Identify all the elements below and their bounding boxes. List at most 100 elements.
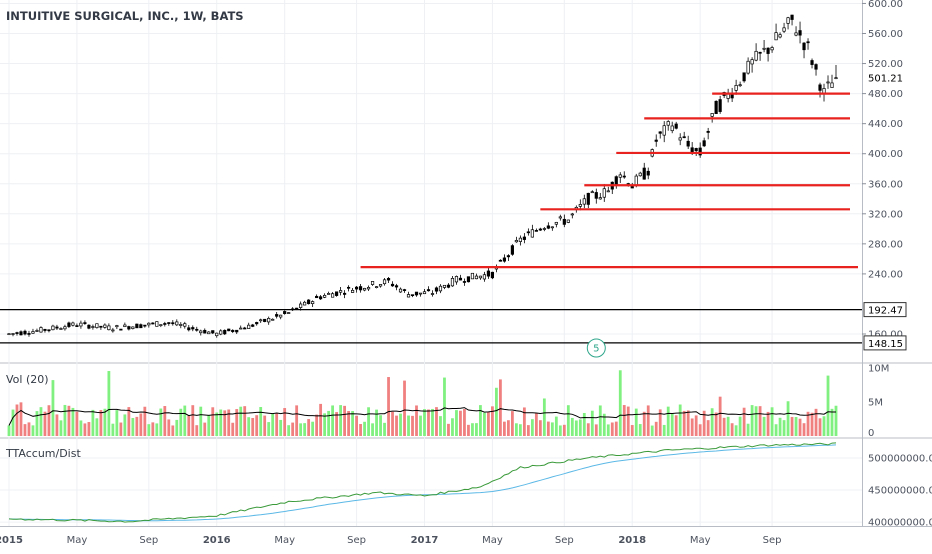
candle-body[interactable] xyxy=(686,140,690,147)
volume-bar[interactable] xyxy=(522,407,526,436)
candle-body[interactable] xyxy=(155,321,159,327)
volume-bar[interactable] xyxy=(806,411,810,436)
candle-body[interactable] xyxy=(119,328,123,331)
candle-body[interactable] xyxy=(123,324,127,328)
volume-bar[interactable] xyxy=(435,407,438,436)
volume-bar[interactable] xyxy=(427,409,430,436)
volume-bar[interactable] xyxy=(758,406,762,436)
volume-bar[interactable] xyxy=(75,411,79,436)
candle-body[interactable] xyxy=(814,64,818,70)
volume-bar[interactable] xyxy=(558,425,562,436)
candle-body[interactable] xyxy=(175,321,179,326)
volume-bar[interactable] xyxy=(674,415,678,436)
volume-bar[interactable] xyxy=(742,407,746,436)
candle-body[interactable] xyxy=(335,291,339,296)
volume-bar[interactable] xyxy=(95,418,99,436)
candle-body[interactable] xyxy=(658,131,662,134)
candle-body[interactable] xyxy=(75,325,79,327)
volume-bar[interactable] xyxy=(111,423,115,436)
volume-bar[interactable] xyxy=(71,407,75,436)
candle-body[interactable] xyxy=(311,301,315,305)
candle-body[interactable] xyxy=(11,333,15,335)
candle-body[interactable] xyxy=(323,294,327,298)
candle-body[interactable] xyxy=(267,318,271,323)
candle-body[interactable] xyxy=(331,293,335,298)
volume-bar[interactable] xyxy=(331,405,335,436)
volume-bar[interactable] xyxy=(706,420,710,436)
volume-bar[interactable] xyxy=(291,422,295,436)
volume-bar[interactable] xyxy=(395,415,398,436)
candle-body[interactable] xyxy=(386,278,391,281)
volume-bar[interactable] xyxy=(11,409,15,436)
candle-body[interactable] xyxy=(71,322,75,326)
candle-body[interactable] xyxy=(239,327,243,330)
candle-body[interactable] xyxy=(27,333,31,335)
candle-body[interactable] xyxy=(798,30,802,36)
candle-body[interactable] xyxy=(347,286,351,289)
volume-bar[interactable] xyxy=(247,417,251,436)
volume-bar[interactable] xyxy=(754,406,758,436)
volume-bar[interactable] xyxy=(319,403,323,436)
volume-bar[interactable] xyxy=(822,416,826,436)
candle-body[interactable] xyxy=(147,322,151,326)
candle-body[interactable] xyxy=(682,136,686,139)
candle-body[interactable] xyxy=(39,327,43,333)
volume-bar[interactable] xyxy=(79,420,83,436)
volume-bar[interactable] xyxy=(650,425,654,436)
volume-bar[interactable] xyxy=(107,371,111,436)
volume-bar[interactable] xyxy=(147,424,151,436)
candle-body[interactable] xyxy=(662,125,666,136)
candle-body[interactable] xyxy=(171,322,175,325)
candle-body[interactable] xyxy=(227,328,231,332)
volume-bar[interactable] xyxy=(387,377,390,436)
volume-bar[interactable] xyxy=(487,411,490,436)
volume-bar[interactable] xyxy=(179,408,183,436)
candle-body[interactable] xyxy=(474,275,479,280)
volume-bar[interactable] xyxy=(415,405,418,436)
volume-bar[interactable] xyxy=(518,424,522,436)
candle-body[interactable] xyxy=(211,330,215,334)
candle-body[interactable] xyxy=(614,176,618,186)
candle-body[interactable] xyxy=(87,324,91,329)
volume-bar[interactable] xyxy=(343,405,346,436)
candle-body[interactable] xyxy=(307,299,311,305)
candle-body[interactable] xyxy=(319,296,323,300)
candle-body[interactable] xyxy=(7,333,11,336)
candle-body[interactable] xyxy=(235,329,239,333)
candle-body[interactable] xyxy=(478,275,483,279)
candle-body[interactable] xyxy=(223,329,227,335)
candle-body[interactable] xyxy=(247,324,251,329)
candle-body[interactable] xyxy=(203,329,207,334)
volume-bar[interactable] xyxy=(203,422,207,436)
candle-body[interactable] xyxy=(802,42,806,51)
volume-bar[interactable] xyxy=(383,422,386,436)
candle-body[interactable] xyxy=(43,328,47,331)
volume-bar[interactable] xyxy=(534,413,538,436)
candle-body[interactable] xyxy=(271,318,275,321)
candle-body[interactable] xyxy=(179,324,183,326)
candle-body[interactable] xyxy=(390,283,395,287)
candle-body[interactable] xyxy=(91,326,95,328)
volume-bar[interactable] xyxy=(359,424,362,436)
volume-bar[interactable] xyxy=(495,387,498,436)
volume-bar[interactable] xyxy=(63,404,67,436)
candle-body[interactable] xyxy=(63,326,67,330)
candle-body[interactable] xyxy=(362,287,367,291)
candle-body[interactable] xyxy=(67,322,71,327)
volume-bar[interactable] xyxy=(762,416,766,436)
volume-bar[interactable] xyxy=(802,423,806,436)
candle-body[interactable] xyxy=(231,329,235,332)
volume-bar[interactable] xyxy=(15,404,19,436)
volume-bar[interactable] xyxy=(287,425,291,436)
candle-body[interactable] xyxy=(143,324,147,327)
candle-body[interactable] xyxy=(578,204,582,207)
volume-bar[interactable] xyxy=(746,423,750,436)
candle-body[interactable] xyxy=(103,324,107,328)
candle-body[interactable] xyxy=(734,85,738,91)
candle-body[interactable] xyxy=(750,59,754,65)
candle-body[interactable] xyxy=(263,318,267,322)
candle-body[interactable] xyxy=(111,329,115,332)
volume-bar[interactable] xyxy=(447,423,450,436)
